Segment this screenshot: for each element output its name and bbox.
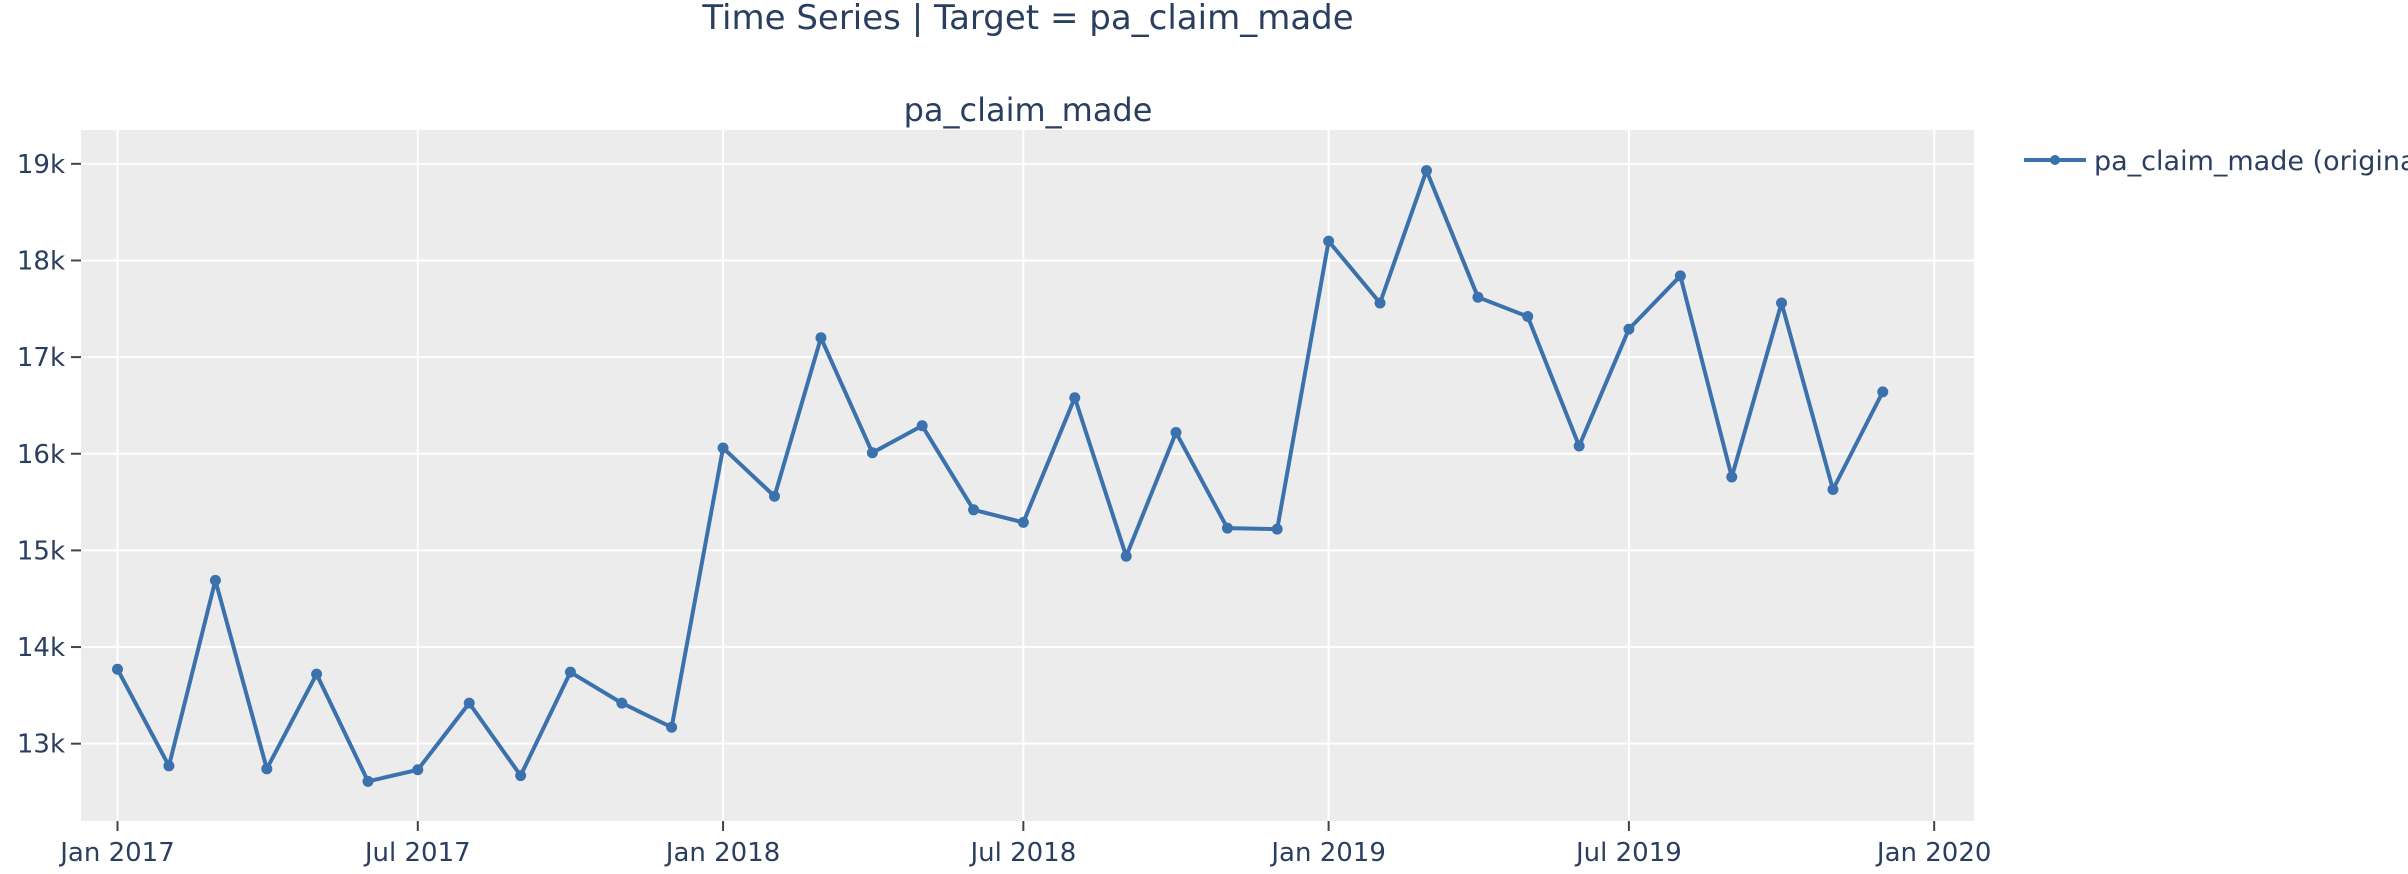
data-point[interactable]: [1827, 484, 1839, 496]
plot-area: [81, 130, 1974, 821]
data-point[interactable]: [1674, 270, 1686, 282]
figure-title: Time Series | Target = pa_claim_made: [701, 0, 1353, 38]
axis-layer: 13k 14k 15k 16k 17k 18k 19k Jan 2017 Jul 2017 Jan…: [17, 150, 1992, 868]
data-point[interactable]: [261, 763, 273, 775]
y-tick-label: 15k: [17, 536, 65, 566]
x-tick-label: Jan 2020: [1875, 838, 1992, 868]
x-tick-label: Jan 2019: [1269, 838, 1386, 868]
data-point[interactable]: [1170, 426, 1182, 438]
x-tick-label: Jul 2018: [968, 838, 1076, 868]
data-point[interactable]: [968, 504, 980, 516]
data-point[interactable]: [1877, 386, 1889, 398]
data-point[interactable]: [1323, 235, 1335, 247]
data-point[interactable]: [111, 663, 123, 675]
y-tick-label: 19k: [17, 150, 65, 180]
data-point[interactable]: [1271, 523, 1283, 535]
data-point[interactable]: [1421, 165, 1433, 177]
series-layer: [111, 165, 1889, 787]
data-point[interactable]: [1069, 392, 1081, 404]
data-point[interactable]: [1120, 550, 1132, 562]
legend[interactable]: pa_claim_made (original): [2024, 146, 2408, 177]
data-point[interactable]: [163, 760, 175, 772]
data-point[interactable]: [1573, 440, 1585, 452]
subplot-title: pa_claim_made: [904, 91, 1153, 129]
y-tick-label: 17k: [17, 343, 65, 373]
data-point[interactable]: [666, 721, 678, 733]
data-point[interactable]: [1522, 311, 1534, 323]
x-tick-label: Jan 2017: [58, 838, 175, 868]
legend-marker-swatch: [2050, 155, 2060, 165]
y-tick-label: 14k: [17, 633, 65, 663]
data-point[interactable]: [412, 764, 424, 776]
data-point[interactable]: [1374, 297, 1386, 309]
data-point[interactable]: [311, 668, 323, 680]
data-point[interactable]: [1776, 297, 1788, 309]
x-tick-label: Jul 2019: [1574, 838, 1682, 868]
y-tick-label: 13k: [17, 730, 65, 760]
data-point[interactable]: [209, 574, 221, 586]
y-tick-label: 16k: [17, 440, 65, 470]
x-tick-label: Jan 2018: [664, 838, 781, 868]
x-tick-label: Jul 2017: [363, 838, 471, 868]
data-point[interactable]: [1623, 323, 1635, 335]
data-point[interactable]: [564, 666, 576, 678]
data-point[interactable]: [362, 775, 374, 787]
series-line: [115, 168, 1885, 784]
data-point[interactable]: [1726, 471, 1738, 483]
data-point[interactable]: [1221, 522, 1233, 534]
data-point[interactable]: [768, 490, 780, 502]
data-point[interactable]: [717, 442, 729, 454]
data-point[interactable]: [815, 332, 827, 344]
data-point[interactable]: [916, 420, 928, 432]
y-tick-label: 18k: [17, 246, 65, 276]
legend-item-label: pa_claim_made (original): [2094, 146, 2408, 177]
data-point[interactable]: [866, 447, 878, 459]
data-point[interactable]: [1472, 291, 1484, 303]
data-point[interactable]: [616, 697, 628, 709]
data-point[interactable]: [463, 697, 475, 709]
data-point[interactable]: [515, 770, 527, 782]
data-point[interactable]: [1017, 516, 1029, 528]
